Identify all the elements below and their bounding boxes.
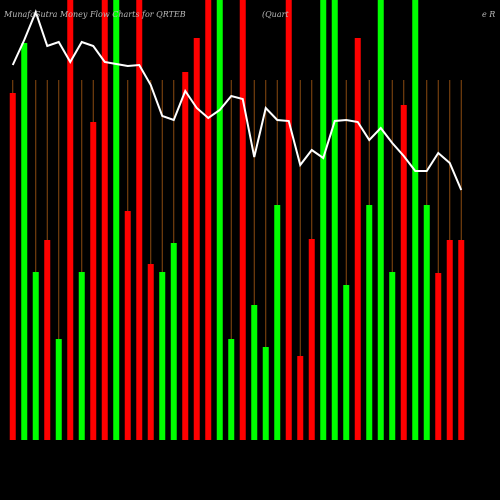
bar [389, 272, 396, 440]
bar [343, 285, 350, 440]
bar [21, 43, 28, 440]
chart-subtitle: (Quart [262, 10, 289, 19]
bar [55, 339, 62, 440]
bar [205, 0, 212, 440]
bar [308, 239, 315, 440]
bar [297, 356, 304, 440]
bar [67, 0, 74, 440]
plot [9, 0, 465, 440]
bar [458, 240, 465, 440]
bar [78, 272, 85, 440]
bar [159, 272, 166, 440]
chart-title: MunafaSutra Money Flow Charts for QRTEB [3, 10, 186, 19]
bar [377, 0, 384, 440]
bar [182, 72, 189, 440]
bar [44, 240, 51, 440]
bar [239, 0, 246, 440]
bar [147, 264, 154, 440]
bar [331, 0, 338, 440]
bar [9, 93, 16, 440]
bar [101, 0, 108, 440]
bar [354, 38, 361, 440]
bar [124, 211, 131, 440]
bar [446, 240, 453, 440]
bar [400, 105, 407, 440]
bar [170, 243, 177, 440]
bar [320, 0, 327, 440]
flow-line [11, 9, 463, 191]
bar [216, 0, 223, 440]
bar [228, 339, 235, 440]
bar [262, 347, 269, 440]
bar [435, 273, 442, 440]
bar [423, 205, 430, 440]
bar [90, 122, 97, 440]
bar [366, 205, 373, 440]
chart-title-tail: e R [482, 10, 495, 19]
bar [285, 0, 292, 440]
bar [251, 305, 258, 440]
bar [193, 38, 200, 440]
bar [136, 0, 143, 440]
bar [32, 272, 39, 440]
bar [274, 205, 281, 440]
bar [113, 0, 120, 440]
bar [412, 0, 419, 440]
